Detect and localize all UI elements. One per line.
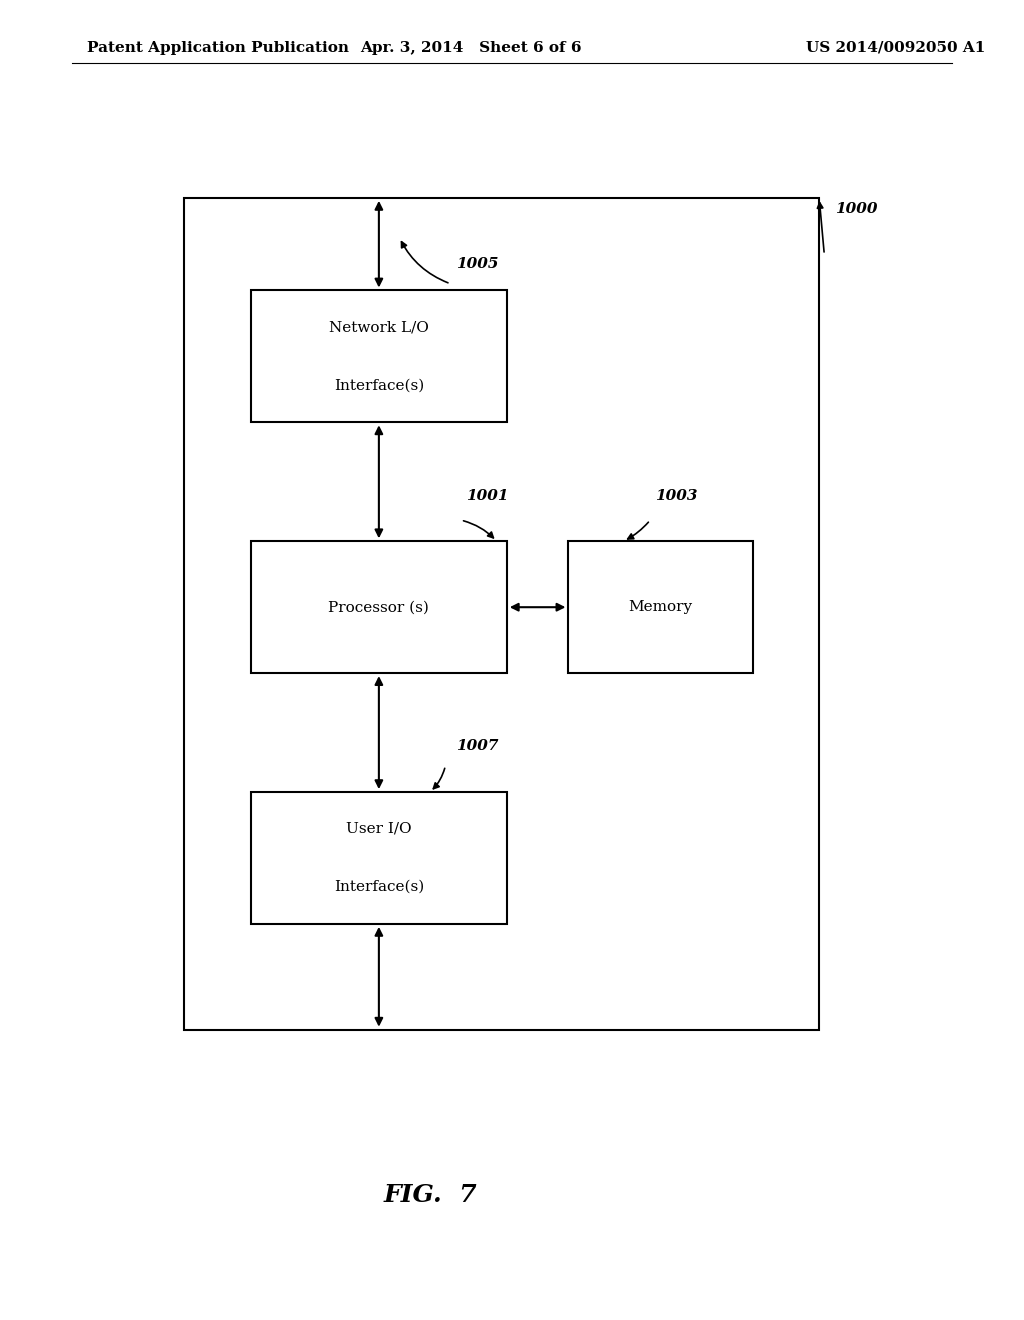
Text: Network L/O: Network L/O [329, 321, 429, 334]
Text: 1001: 1001 [466, 490, 509, 503]
Text: Interface(s): Interface(s) [334, 880, 424, 894]
Text: 1003: 1003 [655, 490, 698, 503]
FancyBboxPatch shape [251, 290, 507, 422]
Text: User I/O: User I/O [346, 822, 412, 836]
Text: Patent Application Publication: Patent Application Publication [87, 41, 349, 54]
Text: FIG.  7: FIG. 7 [383, 1183, 477, 1206]
FancyBboxPatch shape [568, 541, 753, 673]
Text: 1005: 1005 [456, 257, 499, 271]
Text: 1007: 1007 [456, 739, 499, 752]
Text: Apr. 3, 2014   Sheet 6 of 6: Apr. 3, 2014 Sheet 6 of 6 [360, 41, 582, 54]
Text: Processor (s): Processor (s) [329, 601, 429, 614]
Text: Memory: Memory [629, 601, 692, 614]
FancyBboxPatch shape [251, 541, 507, 673]
Text: Interface(s): Interface(s) [334, 379, 424, 392]
FancyBboxPatch shape [251, 792, 507, 924]
FancyBboxPatch shape [184, 198, 819, 1030]
Text: 1000: 1000 [835, 202, 878, 215]
Text: US 2014/0092050 A1: US 2014/0092050 A1 [806, 41, 986, 54]
